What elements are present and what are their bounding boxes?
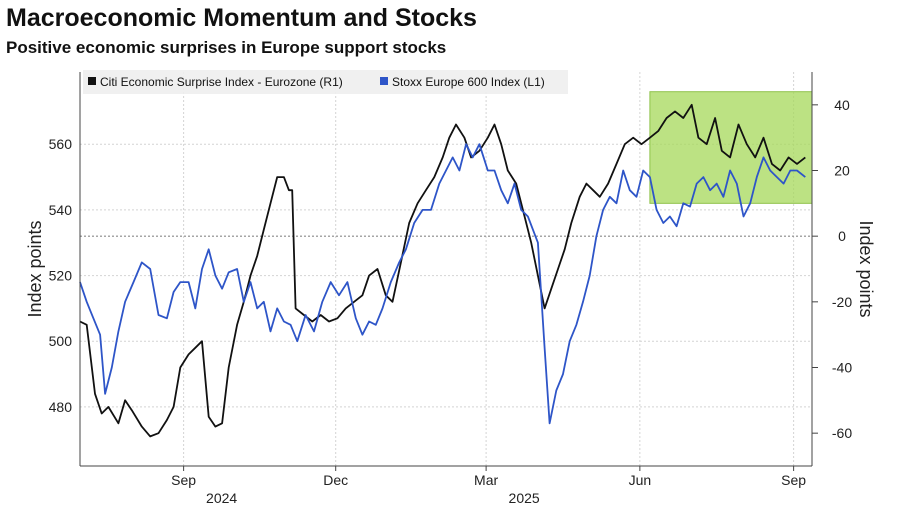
y-right-tick-label: 40 [834, 97, 850, 113]
highlight-region [649, 91, 813, 204]
legend-background [83, 70, 568, 94]
y-right-tick-label: -20 [832, 294, 852, 310]
legend: Citi Economic Surprise Index - Eurozone … [83, 70, 568, 94]
legend-label-cesi: Citi Economic Surprise Index - Eurozone … [100, 75, 343, 89]
axes: 480 500 520 540 560 Sep 2024 Dec Mar 2025 Jun Sep -6… [49, 72, 852, 506]
x-tick-label: Dec [323, 472, 348, 488]
y-left-tick-label: 560 [49, 136, 73, 152]
x-tick-label: Mar [474, 472, 498, 488]
y-right-tick-label: -60 [832, 425, 852, 441]
x-year-label: 2024 [206, 490, 237, 506]
y-left-tick-label: 540 [49, 202, 73, 218]
y-left-tick-label: 480 [49, 399, 73, 415]
x-year-label: 2025 [509, 490, 540, 506]
y-left-tick-label: 520 [49, 268, 73, 284]
legend-swatch-cesi [88, 77, 96, 85]
y-axis-label-left: Index points [25, 220, 45, 317]
series-lines [79, 103, 806, 438]
y-right-tick-label: -40 [832, 360, 852, 376]
chart-subtitle: Positive economic surprises in Europe su… [6, 38, 447, 57]
legend-label-stoxx: Stoxx Europe 600 Index (L1) [392, 75, 545, 89]
x-tick-label: Sep [781, 472, 806, 488]
series-line-cesi [79, 103, 806, 438]
series-line-stoxx [79, 143, 806, 425]
y-right-tick-label: 0 [838, 228, 846, 244]
y-axis-label-right: Index points [856, 220, 876, 317]
y-right-tick-label: 20 [834, 163, 850, 179]
x-tick-label: Jun [629, 472, 652, 488]
y-left-tick-label: 500 [49, 333, 73, 349]
x-tick-label: Sep [171, 472, 196, 488]
legend-swatch-stoxx [380, 77, 388, 85]
chart-title: Macroeconomic Momentum and Stocks [6, 4, 477, 32]
